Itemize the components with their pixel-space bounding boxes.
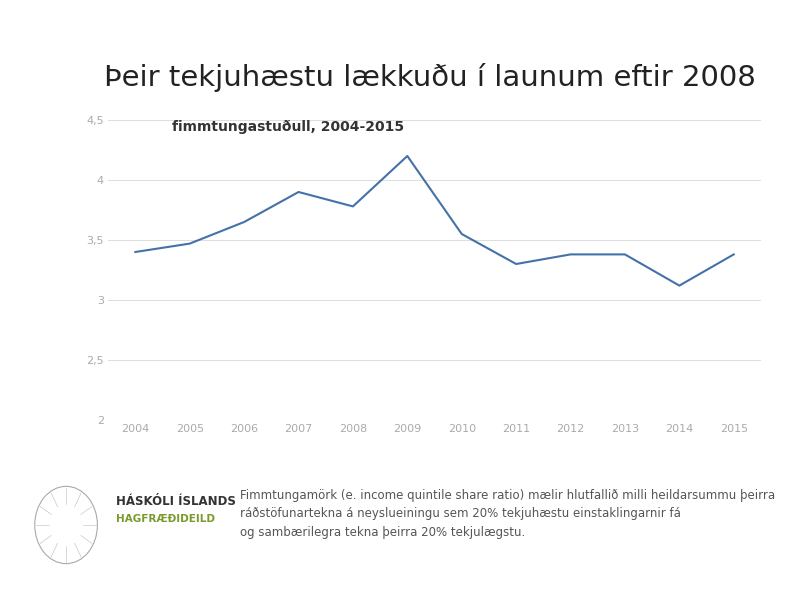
Bar [405,19,413,54]
Bar [372,26,381,54]
Text: HAGFRÆÐIDEILD: HAGFRÆÐIDEILD [116,514,215,524]
Text: Þeir tekjuhæstu lækkuðu í launum eftir 2008: Þeir tekjuhæstu lækkuðu í launum eftir 2… [104,63,756,92]
Text: HÁSKÓLI ÍSLANDS: HÁSKÓLI ÍSLANDS [116,495,236,508]
Text: fimmtungastuðull, 2004-2015: fimmtungastuðull, 2004-2015 [172,120,405,134]
Bar [388,19,396,54]
Text: Fimmtungamörk (e. income quintile share ratio) mælir hlutfallið milli heildarsum: Fimmtungamörk (e. income quintile share … [240,489,775,539]
Bar [362,11,439,23]
Bar [421,26,429,54]
